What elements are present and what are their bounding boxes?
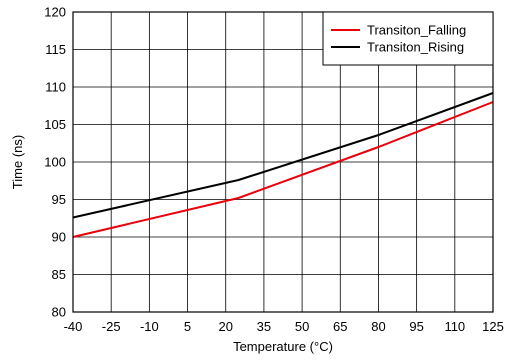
x-tick-label: 5 [184, 319, 191, 334]
y-axis-label: Time (ns) [10, 135, 25, 189]
legend-box [322, 11, 494, 66]
y-tick-label: 80 [52, 305, 66, 320]
series-line-rising [72, 92, 494, 219]
y-tick-label: 95 [52, 192, 66, 207]
x-tick-label: -40 [64, 319, 83, 334]
x-tick-label: 50 [295, 319, 309, 334]
tick-labels: -40 -25 -10 5 20 35 50 65 80 95 110 125 80 85 90 95 100 1… [44, 5, 504, 335]
x-tick-label: -25 [102, 319, 121, 334]
y-tick-label: 110 [45, 80, 66, 95]
legend-label-falling: Transiton_Falling [367, 23, 466, 38]
x-tick-label: 80 [371, 319, 385, 334]
legend: Transiton_Falling Transiton_Rising [322, 11, 494, 66]
x-tick-label: 35 [257, 319, 271, 334]
x-tick-label: 20 [218, 319, 232, 334]
y-tick-label: 100 [44, 155, 66, 170]
y-tick-label: 85 [52, 267, 66, 282]
x-tick-label: -10 [140, 319, 159, 334]
y-tick-label: 105 [44, 117, 66, 132]
plot-frame [72, 11, 494, 313]
x-axis-label: Temperature (°C) [233, 339, 333, 354]
grid [73, 12, 493, 312]
series-line-falling [72, 101, 494, 238]
legend-label-rising: Transiton_Rising [367, 40, 464, 55]
x-tick-label: 125 [482, 319, 504, 334]
series-lines [72, 92, 494, 238]
y-tick-label: 90 [52, 230, 66, 245]
x-tick-label: 110 [444, 319, 465, 334]
y-tick-label: 120 [44, 5, 66, 20]
x-tick-label: 65 [333, 319, 347, 334]
x-tick-label: 95 [409, 319, 423, 334]
y-tick-label: 115 [45, 42, 66, 57]
